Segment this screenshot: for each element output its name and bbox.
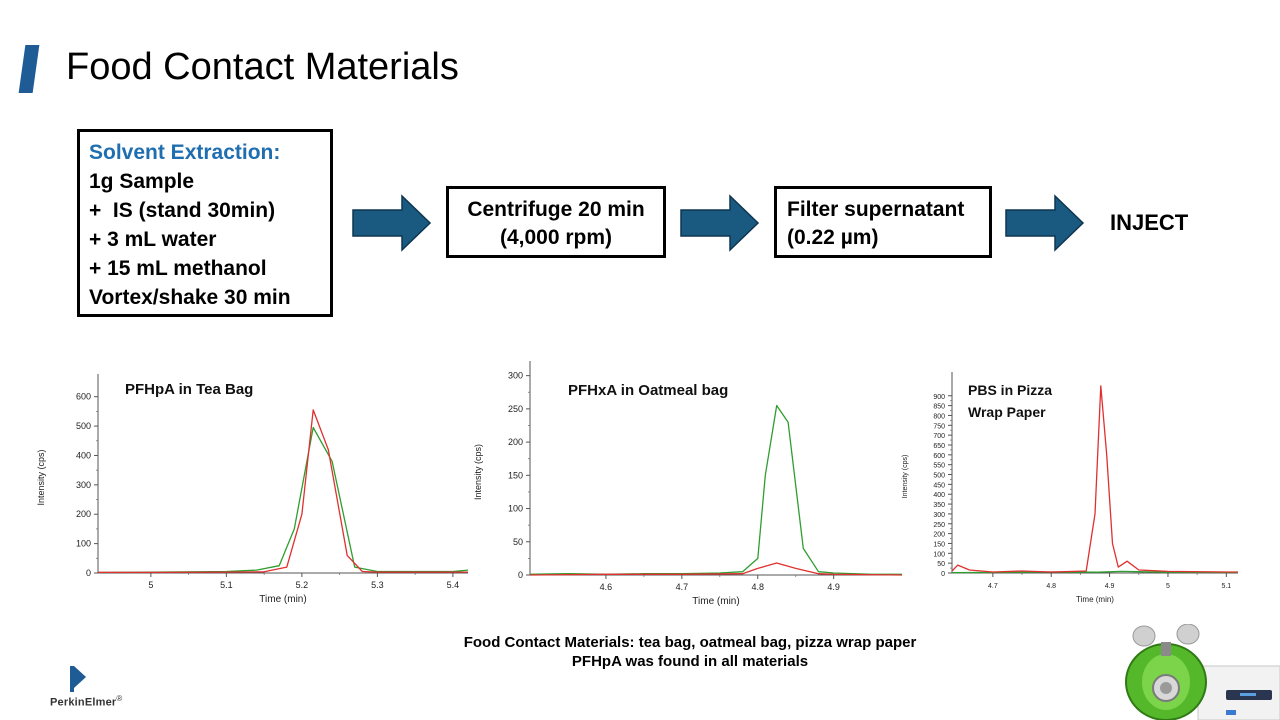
y-tick-label: 350	[933, 502, 945, 509]
y-tick-label: 500	[933, 473, 945, 480]
extraction-line: + IS (stand 30min)	[89, 199, 276, 222]
extraction-line: + 15 mL methanol	[89, 257, 267, 280]
chart-title: PBS in Pizza	[968, 382, 1052, 398]
logo-wordmark: PerkinElmer	[50, 696, 117, 709]
y-tick-label: 400	[76, 450, 91, 460]
y-tick-label: 800	[933, 413, 945, 420]
y-tick-label: 700	[933, 433, 945, 440]
y-tick-label: 200	[76, 509, 91, 519]
x-tick-label: 4.7	[988, 583, 998, 590]
extraction-line: + 3 mL water	[89, 228, 217, 251]
extraction-line: 1g Sample	[89, 170, 195, 193]
series-line	[951, 385, 1238, 573]
x-tick-label: 5.3	[371, 580, 384, 590]
y-tick-label: 750	[933, 423, 945, 430]
centrifuge-line: (4,000 rpm)	[499, 226, 613, 249]
centrifuge-step-box: Centrifuge 20 min (4,000 rpm)	[446, 186, 666, 258]
series-line	[529, 562, 903, 576]
x-tick-label: 4.6	[600, 582, 613, 592]
series-line	[529, 404, 902, 575]
logo-trademark: ®	[116, 694, 123, 703]
y-tick-label: 300	[508, 371, 523, 381]
y-tick-label: 500	[76, 421, 91, 431]
perkinelmer-logo-text: PerkinElmer®	[50, 694, 123, 709]
y-tick-label: 600	[933, 453, 945, 460]
y-axis-label: Intensity (cps)	[902, 455, 909, 499]
lc-ms-instrument-icon	[1125, 624, 1280, 720]
slide-title: Food Contact Materials	[66, 46, 459, 88]
filter-step-box: Filter supernatant (0.22 µm)	[774, 186, 992, 258]
y-tick-label: 650	[933, 443, 945, 450]
chart-title: PFHpA in Tea Bag	[125, 381, 253, 398]
y-tick-label: 300	[76, 480, 91, 490]
arrow-right-icon	[1005, 194, 1085, 252]
y-tick-label: 100	[76, 539, 91, 549]
x-tick-label: 4.8	[1046, 583, 1056, 590]
x-axis-label: Time (min)	[1076, 595, 1114, 604]
y-tick-label: 250	[508, 404, 523, 414]
y-tick-label: 0	[518, 570, 523, 580]
arrow-right-icon	[352, 194, 432, 252]
x-axis-label: Time (min)	[692, 596, 739, 607]
centrifuge-line: Centrifuge 20 min	[467, 198, 645, 221]
arrow-right-icon	[680, 194, 760, 252]
caption-line: PFHpA was found in all materials	[571, 653, 809, 670]
y-tick-label: 150	[508, 470, 523, 480]
x-axis-label: Time (min)	[259, 594, 306, 605]
x-tick-label: 4.9	[827, 582, 840, 592]
filter-line: Filter supernatant	[787, 198, 965, 221]
series-line	[98, 409, 468, 574]
extraction-line: Vortex/shake 30 min	[89, 286, 291, 309]
chart-tea-bag: 0 100 200 300 400 500 600 5 5.1 5.2 5.3 5.4 Time (mi…	[36, 374, 469, 605]
y-tick-label: 450	[933, 482, 945, 489]
y-axis-label: Intensity (cps)	[473, 444, 483, 500]
x-tick-label: 4.7	[676, 582, 689, 592]
y-tick-label: 300	[933, 512, 945, 519]
chart-title: Wrap Paper	[968, 404, 1046, 420]
title-accent-bar	[18, 45, 40, 93]
filter-line: (0.22 µm)	[787, 226, 879, 249]
y-tick-label: 200	[933, 532, 945, 539]
inject-label: INJECT	[1110, 210, 1189, 235]
x-tick-label: 5	[1166, 583, 1170, 590]
series-line	[97, 426, 469, 574]
y-tick-label: 50	[937, 561, 945, 568]
y-tick-label: 550	[933, 463, 945, 470]
x-tick-label: 5.1	[1221, 583, 1231, 590]
chart-title: PFHxA in Oatmeal bag	[568, 382, 728, 399]
y-tick-label: 850	[933, 404, 945, 411]
y-tick-label: 50	[513, 537, 523, 547]
chart-pizza-wrap: 0 50 100 150 200 250 300 350 400 450 500 550 600 650 7…	[902, 372, 1238, 604]
y-tick-label: 250	[933, 522, 945, 529]
y-tick-label: 200	[508, 437, 523, 447]
x-tick-label: 4.9	[1105, 583, 1115, 590]
y-axis-label: Intensity (cps)	[36, 449, 46, 505]
x-tick-label: 5.4	[447, 580, 460, 590]
y-tick-label: 600	[76, 392, 91, 402]
caption: Food Contact Materials: tea bag, oatmeal…	[340, 633, 1040, 671]
chart-oatmeal-bag: 0 50 100 150 200 250 300 4.6 4.7 4.8 4.9 Time (min)…	[473, 361, 903, 607]
extraction-step-box: Solvent Extraction: 1g Sample + IS (stan…	[77, 129, 333, 317]
x-tick-label: 5.2	[296, 580, 309, 590]
x-tick-label: 5.1	[220, 580, 233, 590]
x-tick-label: 5	[148, 580, 153, 590]
y-tick-label: 0	[86, 568, 91, 578]
y-tick-label: 900	[933, 394, 945, 401]
caption-line: Food Contact Materials: tea bag, oatmeal…	[463, 634, 917, 651]
perkinelmer-p-logo-icon	[70, 666, 86, 692]
y-tick-label: 150	[933, 541, 945, 548]
y-tick-label: 100	[508, 504, 523, 514]
extraction-heading: Solvent Extraction:	[89, 141, 281, 164]
y-tick-label: 0	[941, 571, 945, 578]
y-tick-label: 100	[933, 551, 945, 558]
x-tick-label: 4.8	[751, 582, 764, 592]
y-tick-label: 400	[933, 492, 945, 499]
